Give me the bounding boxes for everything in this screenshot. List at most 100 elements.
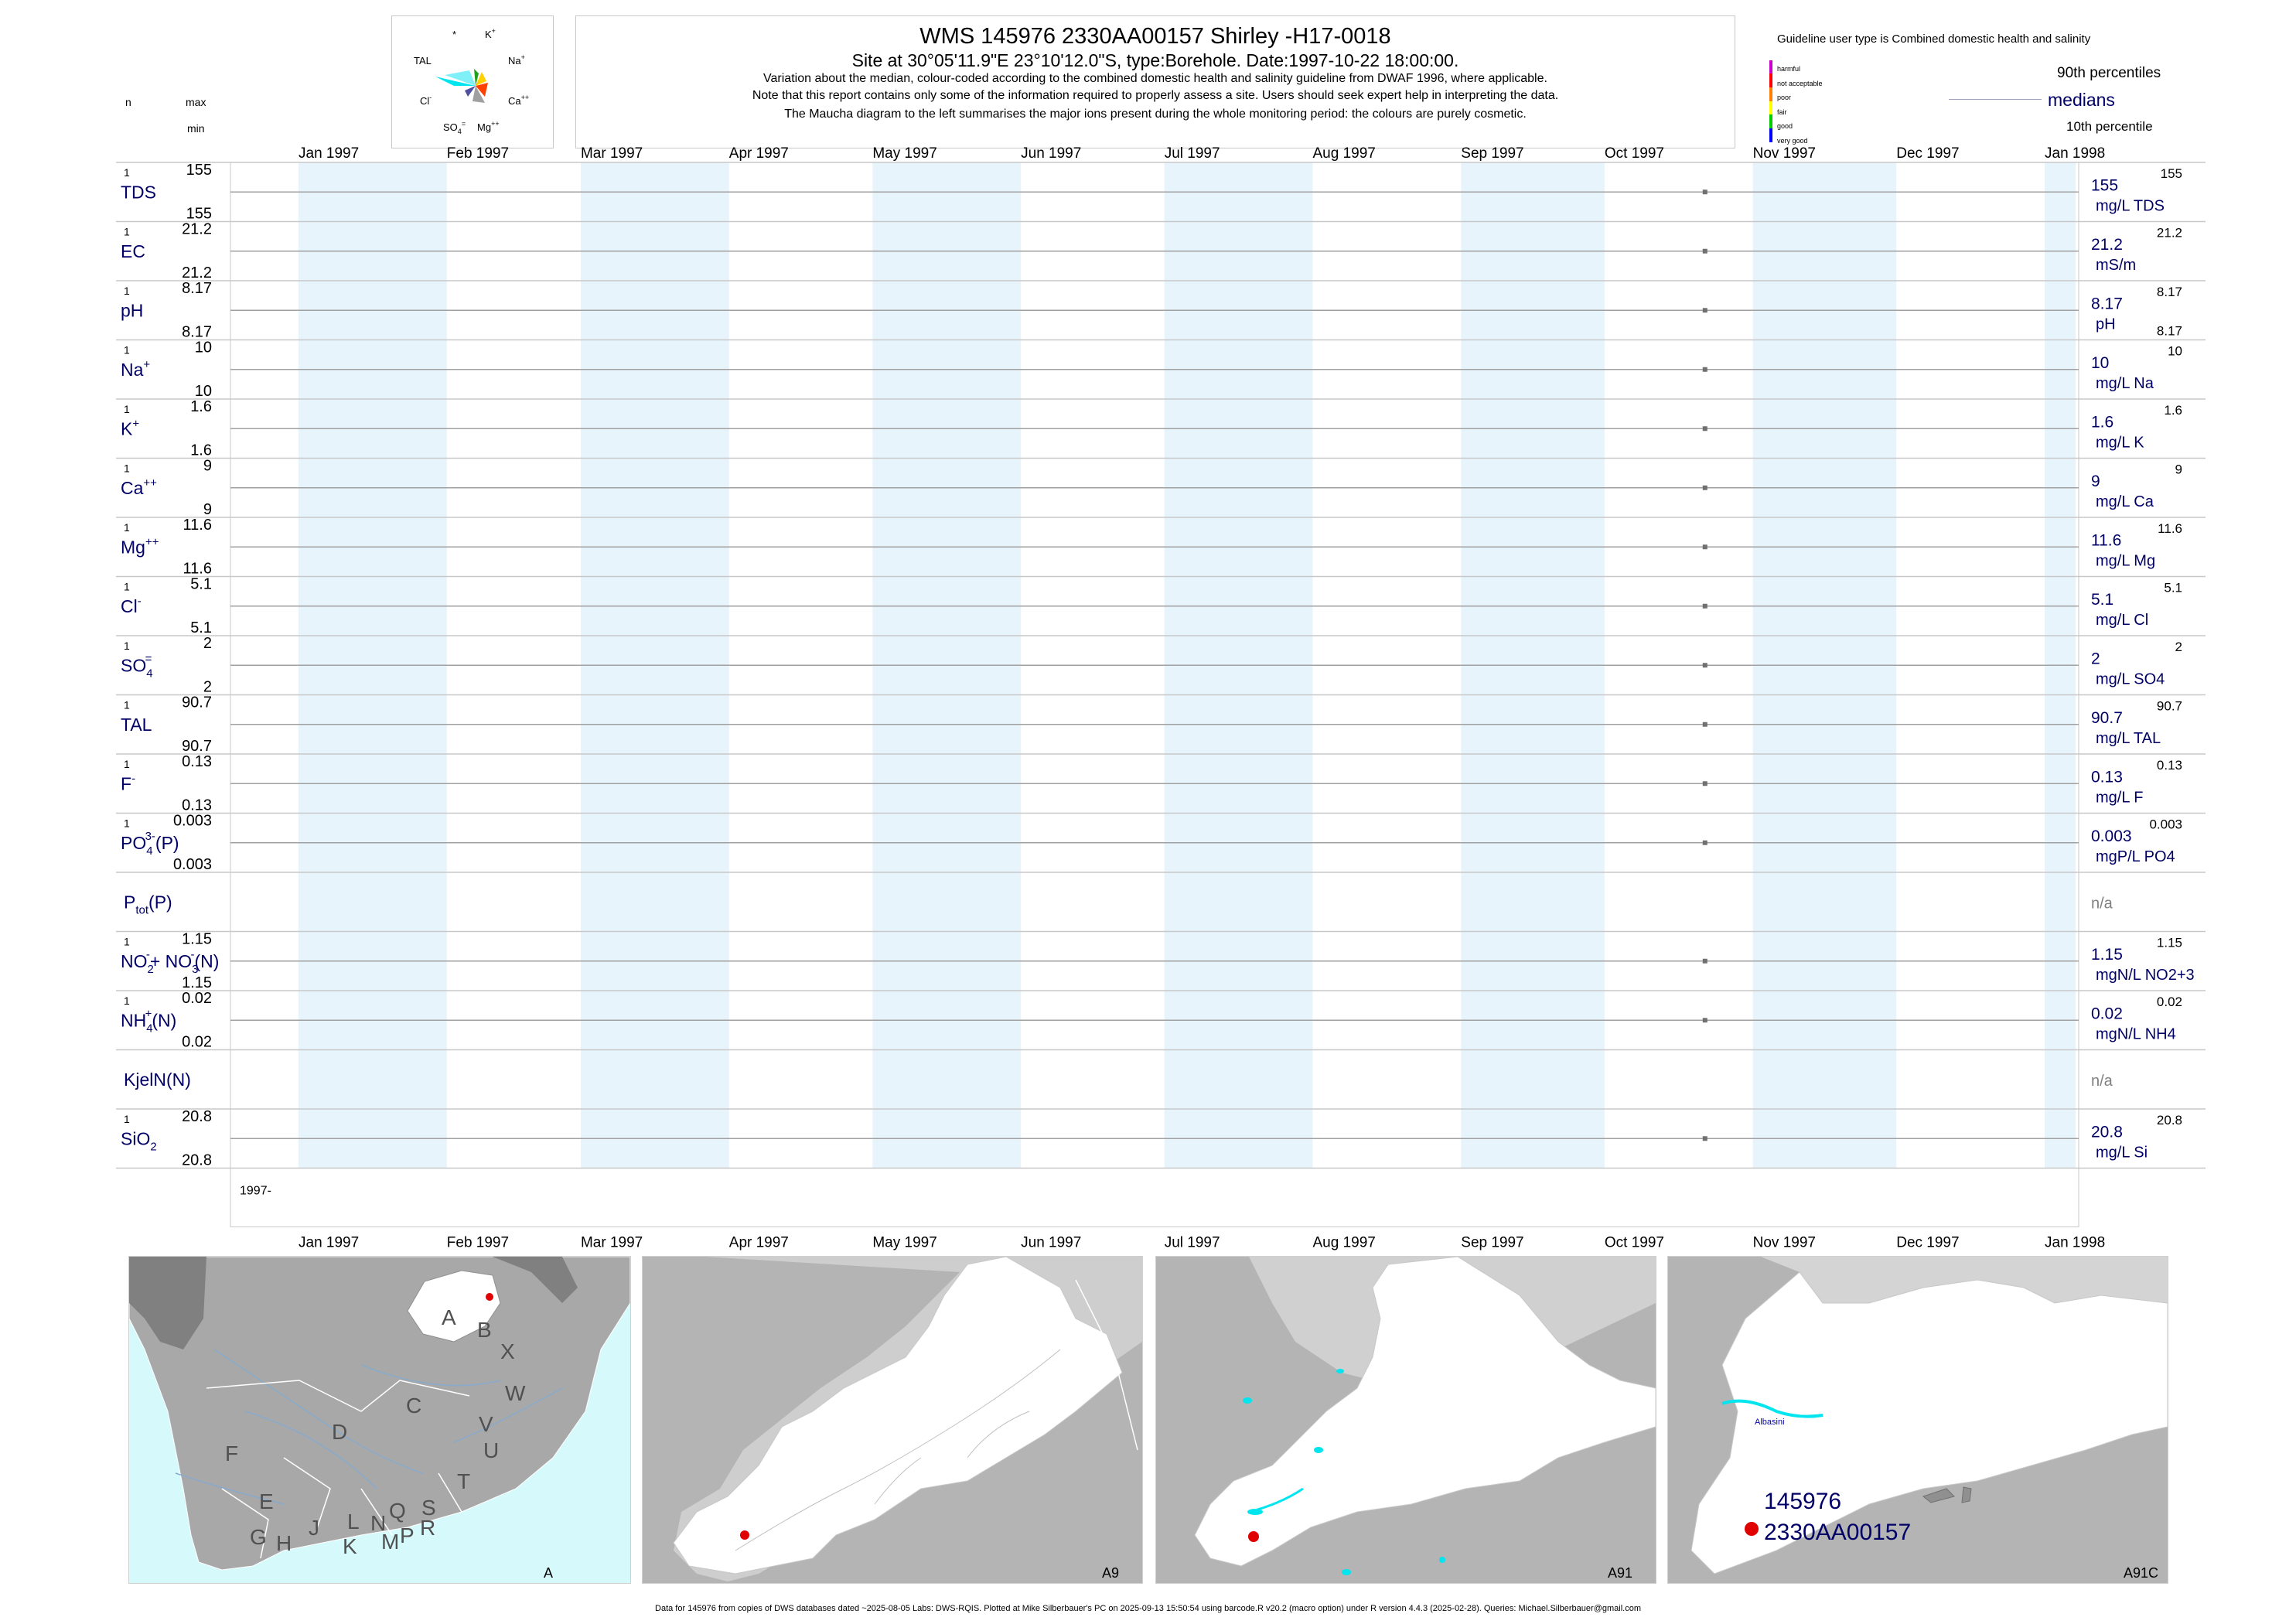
row-unit: mg/L TAL xyxy=(2096,730,2161,747)
row-max: 1.6 xyxy=(190,398,212,415)
data-point xyxy=(1702,663,1708,668)
row-unit: mg/L TDS xyxy=(2096,197,2165,214)
map-region-label: V xyxy=(479,1412,493,1436)
row-p90: 8.17 xyxy=(2157,285,2182,299)
row-median: 11.6 xyxy=(2091,531,2121,549)
row-unit: mg/L SO4 xyxy=(2096,670,2165,687)
parameter-label: TAL xyxy=(121,715,152,735)
month-tick-label-bottom: May 1997 xyxy=(872,1235,936,1251)
data-point xyxy=(1702,958,1708,964)
maucha-diagram: * K+ TAL Na+ Cl- Ca++ SO4= Mg++ xyxy=(414,27,529,135)
row-median: 5.1 xyxy=(2091,591,2113,609)
row-unit: mg/L Mg xyxy=(2096,552,2155,569)
data-point xyxy=(1702,1136,1708,1141)
row-min: 5.1 xyxy=(190,619,212,636)
row-min: 0.02 xyxy=(182,1034,212,1051)
map-region-label: G xyxy=(250,1525,267,1549)
row-min: 0.13 xyxy=(182,797,212,814)
legend-medians: medians xyxy=(2048,90,2115,110)
row-max: 0.003 xyxy=(173,813,212,830)
row-p90: 5.1 xyxy=(2164,581,2182,595)
data-point xyxy=(1702,367,1708,372)
data-point xyxy=(1702,189,1708,195)
row-median: 0.02 xyxy=(2091,1005,2123,1022)
row-p90: 21.2 xyxy=(2157,226,2182,241)
parameter-label: KjelN(N) xyxy=(124,1070,191,1090)
row-p90: 0.003 xyxy=(2149,817,2182,832)
data-point xyxy=(1702,1018,1708,1023)
guideline-class: fair xyxy=(1777,107,1787,116)
chart-area: 1997- Jan 1997 Jan 1997 Feb 1997 Feb 1997 Mar… xyxy=(116,145,2206,1251)
row-p90: 155 xyxy=(2161,166,2182,181)
row-median: 8.17 xyxy=(2091,295,2123,312)
map-region-label: J xyxy=(309,1516,319,1540)
row-unit: pH xyxy=(2096,316,2116,333)
parameter-label: F- xyxy=(121,772,135,793)
map-a: A B X W C D V U T F E G H J K L M N P Q … xyxy=(128,1256,631,1584)
row-unit: mg/L F xyxy=(2096,789,2144,806)
row-n: 1 xyxy=(124,403,130,415)
month-tick-label-top: Aug 1997 xyxy=(1312,145,1375,162)
maucha-label: TAL xyxy=(414,55,432,67)
month-tick-label-top: Jun 1997 xyxy=(1021,145,1081,162)
row-unit: mg/L Cl xyxy=(2096,612,2148,629)
row-median: 0.003 xyxy=(2091,827,2132,845)
parameter-label: Cl- xyxy=(121,595,142,616)
row-max: 0.13 xyxy=(182,753,212,770)
legend-median-line xyxy=(1949,99,2042,100)
map-region-label: E xyxy=(259,1489,274,1513)
row-min: 155 xyxy=(186,206,212,223)
month-tick-label-top: Oct 1997 xyxy=(1605,145,1664,162)
legend-n: n xyxy=(125,96,131,108)
row-p90: 9 xyxy=(2175,462,2182,477)
map-region-label: B xyxy=(477,1318,492,1342)
row-min: 11.6 xyxy=(183,561,212,578)
legend-p90: 90th percentiles xyxy=(2057,65,2161,81)
map-a9: A9 xyxy=(642,1256,1143,1584)
parameter-label: Mg++ xyxy=(121,535,159,557)
month-tick-label-bottom: Nov 1997 xyxy=(1753,1235,1816,1251)
parameter-label: NH4+(N) xyxy=(121,1007,176,1035)
map-region-label: P xyxy=(400,1523,415,1547)
row-max: 10 xyxy=(195,339,212,357)
row-n: 1 xyxy=(124,640,130,652)
parameter-label: Na+ xyxy=(121,358,150,380)
row-min: 20.8 xyxy=(182,1152,212,1169)
row-median: 9 xyxy=(2091,473,2100,490)
row-max: 5.1 xyxy=(190,576,212,593)
row-median: 1.15 xyxy=(2091,946,2123,964)
row-n: 1 xyxy=(124,758,130,770)
row-unit: mgN/L NH4 xyxy=(2096,1025,2176,1042)
row-max: 20.8 xyxy=(182,1108,212,1125)
row-min: 0.003 xyxy=(173,856,212,873)
row-max: 11.6 xyxy=(183,517,212,534)
row-p90: 0.13 xyxy=(2157,758,2182,773)
row-max: 21.2 xyxy=(182,221,212,238)
row-unit: mg/L Si xyxy=(2096,1144,2148,1161)
map-region-label: Q xyxy=(389,1499,406,1523)
row-median: 155 xyxy=(2091,176,2118,194)
row-min: 1.15 xyxy=(182,974,212,991)
month-tick-label-bottom: Jan 1997 xyxy=(299,1235,359,1251)
map-a91: A91 xyxy=(1155,1256,1656,1584)
row-unit: mg/L K xyxy=(2096,434,2144,451)
month-tick-label-top: Feb 1997 xyxy=(447,145,509,162)
map-a91c-label: A91C xyxy=(2123,1565,2158,1581)
guideline-class: very good xyxy=(1777,136,1808,145)
guideline-classes: harmful not acceptable poor fair good ve… xyxy=(1777,62,1823,148)
row-min: 1.6 xyxy=(190,442,212,459)
map-a91c-drawing xyxy=(1690,1257,2168,1575)
site-code-label: 2330AA00157 xyxy=(1764,1520,1912,1545)
row-p90: 11.6 xyxy=(2158,521,2182,536)
row-max: 90.7 xyxy=(182,694,212,711)
guideline-class: harmful xyxy=(1777,65,1801,73)
map-a-label: A xyxy=(543,1565,553,1581)
row-min: 90.7 xyxy=(182,738,212,755)
row-median: 1.6 xyxy=(2091,413,2113,431)
row-unit: mS/m xyxy=(2096,257,2136,274)
row-min: 2 xyxy=(203,679,212,696)
data-point xyxy=(1702,426,1708,432)
parameter-label: pH xyxy=(121,300,143,320)
month-tick-label-bottom: Sep 1997 xyxy=(1461,1235,1523,1251)
map-a9-drawing xyxy=(673,1257,1142,1581)
